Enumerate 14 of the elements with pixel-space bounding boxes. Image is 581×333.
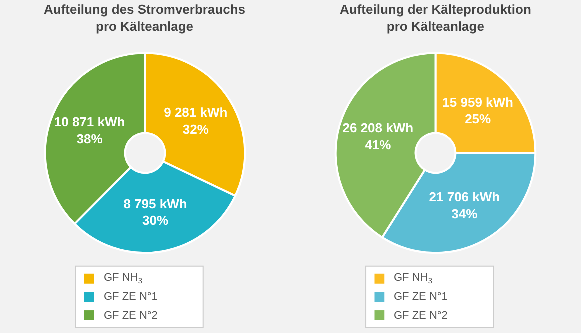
data-label: 15 959 kWh 25% — [442, 94, 514, 127]
data-label: 8 795 kWh 30% — [124, 196, 188, 228]
legend-label: GF ZE N°2 — [394, 310, 448, 322]
data-label: 26 208 kWh 41% — [342, 120, 414, 152]
legend-label: GF ZE N°1 — [104, 291, 158, 303]
legend-label: GF ZE N°2 — [104, 310, 158, 322]
data-label: 10 871 kWh 38% — [54, 114, 126, 146]
legend-label: GF NH$_{3}$ — [104, 272, 143, 286]
data-label: 9 281 kWh 32% — [164, 105, 228, 138]
legend-label: GF NH$_{3}$ — [394, 272, 433, 286]
chart-title: Aufteilung des Stromverbrauchs pro Kälteanlage — [44, 2, 246, 34]
legend-label: GF ZE N°1 — [394, 291, 448, 303]
data-label: 21 706 kWh 34% — [429, 190, 500, 222]
chart-title: Aufteilung der Kälteproduktion pro Kälteanlage — [340, 2, 532, 34]
